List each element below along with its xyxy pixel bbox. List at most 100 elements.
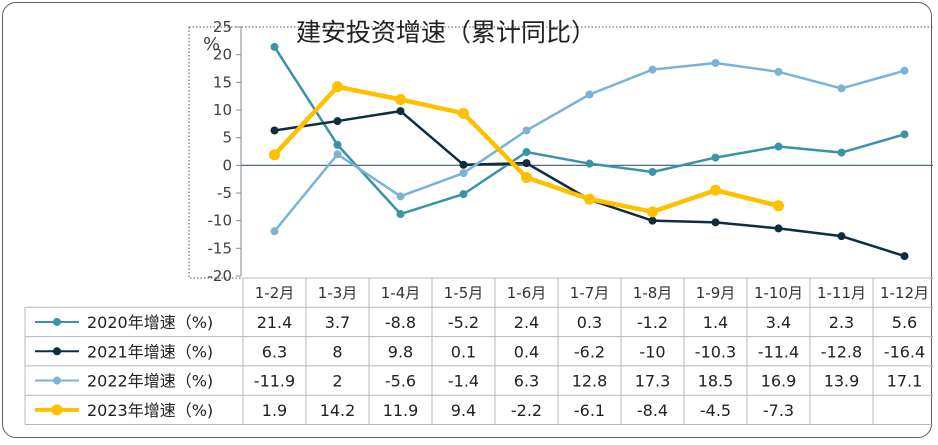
data-point <box>522 126 531 135</box>
table-cell-value: 0.4 <box>514 342 539 361</box>
data-point <box>458 107 469 119</box>
data-point <box>900 66 909 75</box>
table-cell-value: 13.9 <box>824 372 860 391</box>
data-point <box>774 67 783 76</box>
table-cell-value: 9.8 <box>388 342 413 361</box>
table-cell-value: 3.7 <box>325 313 350 332</box>
x-category-label: 1-3月 <box>318 284 358 302</box>
data-point <box>270 227 279 236</box>
y-axis-unit-label: % <box>203 34 220 55</box>
table-cell-value: -10 <box>639 342 665 361</box>
x-category-label: 1-11月 <box>817 284 866 302</box>
table-cell-value: -11.9 <box>254 372 295 391</box>
table-cell-value: 0.1 <box>451 342 476 361</box>
data-point <box>333 117 342 126</box>
table-cell-value: -5.6 <box>385 372 416 391</box>
table-cell-value: 0.3 <box>577 313 602 332</box>
table-cell-value: 21.4 <box>257 313 293 332</box>
y-tick-label: 5 <box>222 129 232 147</box>
table-cell-value: -7.3 <box>763 401 794 420</box>
y-tick-label: 0 <box>222 156 232 174</box>
data-point <box>585 90 594 99</box>
legend-label: 2022年增速（%) <box>87 372 213 391</box>
data-point <box>522 159 531 168</box>
data-point <box>459 190 468 199</box>
y-tick-label: -5 <box>217 184 232 202</box>
table-cell-value: 2.3 <box>829 313 854 332</box>
data-point <box>270 42 279 51</box>
x-category-label: 1-6月 <box>507 284 547 302</box>
table-cell-value: 17.1 <box>887 372 923 391</box>
plot-area-border <box>188 26 938 279</box>
y-tick-label: -10 <box>208 212 233 230</box>
table-cell-value: -1.2 <box>637 313 668 332</box>
data-point <box>900 130 909 139</box>
chart-svg: 25 20 15 10 5 0 -5 -10 -15 -20% 建安投资增速（累计同比） 1-2月 1-… <box>24 18 938 425</box>
legend-key-marker <box>51 404 63 416</box>
table-cell-value: -6.2 <box>574 342 605 361</box>
data-point <box>837 148 846 157</box>
y-tick-label: -15 <box>208 239 233 257</box>
table-cell-value: 9.4 <box>451 401 476 420</box>
data-point <box>333 140 342 149</box>
table-cell-value: 6.3 <box>262 342 287 361</box>
data-point <box>396 210 405 219</box>
data-point <box>584 193 595 205</box>
table-cell-value: -12.8 <box>821 342 862 361</box>
data-point <box>396 192 405 201</box>
y-tick-label: 25 <box>213 18 232 36</box>
table-cell-value: -11.4 <box>758 342 799 361</box>
table-cell-value: -8.8 <box>385 313 416 332</box>
table-cell-value: 16.9 <box>761 372 797 391</box>
data-point <box>711 58 720 67</box>
data-point <box>648 65 657 74</box>
table-cell-value: 1.9 <box>262 401 287 420</box>
table-cell-value: 5.6 <box>892 313 917 332</box>
data-point <box>774 224 783 233</box>
x-category-label: 1-4月 <box>381 284 421 302</box>
legend-label: 2020年增速（%) <box>87 313 213 332</box>
data-point <box>459 169 468 178</box>
x-category-label: 1-7月 <box>570 284 610 302</box>
data-point <box>837 232 846 241</box>
y-tick-label: 10 <box>213 101 232 119</box>
x-category-label: 1-12月 <box>880 284 929 302</box>
table-cell-value: -16.4 <box>884 342 925 361</box>
chart-title: 建安投资增速（累计同比） <box>296 18 596 47</box>
data-point <box>711 153 720 162</box>
legend-label: 2021年增速（%) <box>87 342 213 361</box>
series-line <box>273 61 905 232</box>
legend-label: 2023年增速（%) <box>87 401 213 420</box>
legend-key-marker <box>53 317 61 326</box>
table-cell-value: -4.5 <box>700 401 731 420</box>
chart-frame: 25 20 15 10 5 0 -5 -10 -15 -20% 建安投资增速（累计同比） 1-2月 1-… <box>2 2 938 438</box>
table-cell-value: 6.3 <box>514 372 539 391</box>
series-line <box>274 109 905 258</box>
data-point <box>333 150 342 159</box>
table-cell-value: -6.1 <box>574 401 605 420</box>
y-tick-label: 15 <box>213 73 232 91</box>
table-cell-value: 2.4 <box>514 313 539 332</box>
data-point <box>647 206 658 218</box>
data-point <box>837 84 846 93</box>
x-category-label: 1-10月 <box>754 284 803 302</box>
table-cell-value: -10.3 <box>695 342 736 361</box>
table-cell-value: 14.2 <box>320 401 356 420</box>
legend-key-marker <box>53 347 61 356</box>
data-point <box>773 200 784 212</box>
data-point <box>711 218 720 227</box>
table-cell-value: -8.4 <box>637 401 668 420</box>
y-tick-label: -20 <box>208 267 233 285</box>
data-point <box>710 184 721 196</box>
legend-key-marker <box>53 376 61 385</box>
data-point <box>270 126 279 135</box>
table-cell-value: 2 <box>332 372 342 391</box>
data-point <box>585 159 594 168</box>
data-point <box>648 216 657 225</box>
x-category-label: 1-8月 <box>633 284 673 302</box>
table-cell-value: 18.5 <box>698 372 734 391</box>
series-line <box>273 46 905 216</box>
data-point <box>522 148 531 157</box>
table-cell-value: -2.2 <box>511 401 542 420</box>
data-point <box>332 81 343 93</box>
